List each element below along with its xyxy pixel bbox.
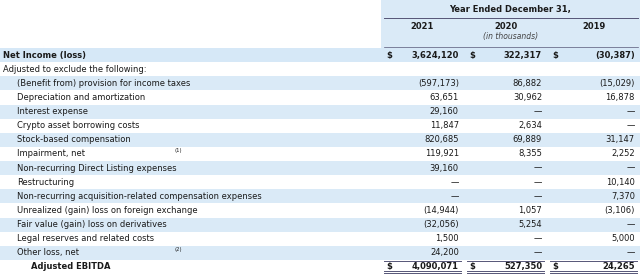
Text: 69,889: 69,889 <box>513 135 542 144</box>
Text: 10,140: 10,140 <box>606 178 635 187</box>
Text: 2,252: 2,252 <box>611 149 635 158</box>
Text: Impairment, net: Impairment, net <box>17 149 85 158</box>
Bar <box>0 161 640 175</box>
Bar <box>0 119 640 133</box>
Bar <box>0 246 640 260</box>
Text: 5,254: 5,254 <box>518 220 542 229</box>
Text: Stock-based compensation: Stock-based compensation <box>17 135 131 144</box>
Text: 7,370: 7,370 <box>611 192 635 201</box>
Text: (2): (2) <box>175 247 182 252</box>
Text: —: — <box>534 234 542 243</box>
Bar <box>0 62 640 76</box>
Text: Fair value (gain) loss on derivatives: Fair value (gain) loss on derivatives <box>17 220 167 229</box>
Bar <box>0 260 640 274</box>
Text: —: — <box>534 164 542 173</box>
Text: 2,634: 2,634 <box>518 121 542 130</box>
Text: (Benefit from) provision for income taxes: (Benefit from) provision for income taxe… <box>17 79 191 88</box>
Text: (32,056): (32,056) <box>423 220 459 229</box>
Text: 30,962: 30,962 <box>513 93 542 102</box>
Text: (30,387): (30,387) <box>595 51 635 59</box>
Text: Depreciation and amortization: Depreciation and amortization <box>17 93 145 102</box>
Text: 24,200: 24,200 <box>430 248 459 257</box>
Text: (in thousands): (in thousands) <box>483 33 538 41</box>
Text: 2019: 2019 <box>582 22 605 30</box>
Text: (1): (1) <box>175 148 182 153</box>
Bar <box>0 218 640 232</box>
Text: Restructuring: Restructuring <box>17 178 74 187</box>
Text: $: $ <box>386 262 392 272</box>
Bar <box>0 147 640 161</box>
Text: —: — <box>534 192 542 201</box>
Text: $: $ <box>386 51 392 59</box>
Text: 29,160: 29,160 <box>430 107 459 116</box>
Text: Non-recurring Direct Listing expenses: Non-recurring Direct Listing expenses <box>17 164 177 173</box>
Bar <box>0 90 640 104</box>
Text: Legal reserves and related costs: Legal reserves and related costs <box>17 234 154 243</box>
Text: Year Ended December 31,: Year Ended December 31, <box>449 5 572 14</box>
Text: 86,882: 86,882 <box>513 79 542 88</box>
Bar <box>0 104 640 119</box>
Text: —: — <box>627 164 635 173</box>
Bar <box>0 203 640 218</box>
Text: Non-recurring acquisition-related compensation expenses: Non-recurring acquisition-related compen… <box>17 192 262 201</box>
Text: 63,651: 63,651 <box>429 93 459 102</box>
Text: 24,265: 24,265 <box>602 262 635 272</box>
Text: Unrealized (gain) loss on foreign exchange: Unrealized (gain) loss on foreign exchan… <box>17 206 198 215</box>
Text: 119,921: 119,921 <box>425 149 459 158</box>
Text: 820,685: 820,685 <box>424 135 459 144</box>
Bar <box>0 175 640 189</box>
Text: Crypto asset borrowing costs: Crypto asset borrowing costs <box>17 121 140 130</box>
Text: $: $ <box>469 51 475 59</box>
Text: —: — <box>627 121 635 130</box>
Text: —: — <box>627 220 635 229</box>
Text: Adjusted EBITDA: Adjusted EBITDA <box>31 262 111 272</box>
Text: —: — <box>534 107 542 116</box>
Text: 1,057: 1,057 <box>518 206 542 215</box>
Text: $: $ <box>469 262 475 272</box>
Text: 39,160: 39,160 <box>429 164 459 173</box>
Bar <box>381 0 640 48</box>
Text: $: $ <box>552 262 558 272</box>
Text: 322,317: 322,317 <box>504 51 542 59</box>
Bar <box>0 48 640 62</box>
Text: 8,355: 8,355 <box>518 149 542 158</box>
Bar <box>0 189 640 203</box>
Text: 4,090,071: 4,090,071 <box>412 262 459 272</box>
Text: (3,106): (3,106) <box>605 206 635 215</box>
Text: 16,878: 16,878 <box>605 93 635 102</box>
Bar <box>0 133 640 147</box>
Bar <box>0 76 640 90</box>
Text: —: — <box>534 178 542 187</box>
Text: (15,029): (15,029) <box>600 79 635 88</box>
Text: 2020: 2020 <box>494 22 517 30</box>
Bar <box>0 232 640 246</box>
Text: 527,350: 527,350 <box>504 262 542 272</box>
Text: —: — <box>451 192 459 201</box>
Text: $: $ <box>552 51 558 59</box>
Text: (597,173): (597,173) <box>418 79 459 88</box>
Text: —: — <box>627 248 635 257</box>
Text: —: — <box>451 178 459 187</box>
Text: 31,147: 31,147 <box>605 135 635 144</box>
Text: Other loss, net: Other loss, net <box>17 248 79 257</box>
Text: 3,624,120: 3,624,120 <box>412 51 459 59</box>
Text: Interest expense: Interest expense <box>17 107 88 116</box>
Text: 1,500: 1,500 <box>435 234 459 243</box>
Text: 5,000: 5,000 <box>611 234 635 243</box>
Text: Net Income (loss): Net Income (loss) <box>3 51 86 59</box>
Text: 2021: 2021 <box>411 22 434 30</box>
Text: —: — <box>627 107 635 116</box>
Text: (14,944): (14,944) <box>424 206 459 215</box>
Text: —: — <box>534 248 542 257</box>
Text: Adjusted to exclude the following:: Adjusted to exclude the following: <box>3 65 147 74</box>
Text: 11,847: 11,847 <box>429 121 459 130</box>
